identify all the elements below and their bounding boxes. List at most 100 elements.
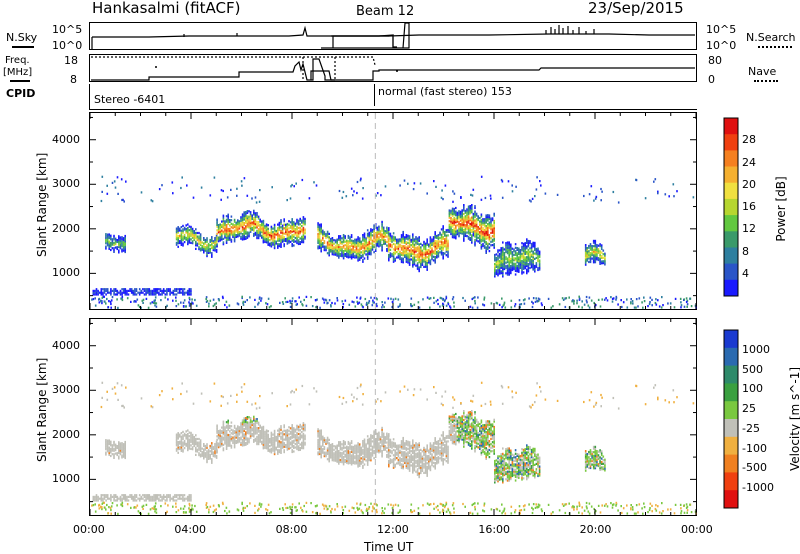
power-cell [426,240,428,243]
power-cell [498,254,501,257]
power-cell [336,251,338,254]
velocity-cell [296,426,298,429]
power-cell [514,246,517,249]
power-cell [91,298,93,301]
power-cell [145,293,147,296]
power-cell [595,195,598,198]
power-cell [506,264,509,267]
power-cell [550,306,553,309]
velocity-cell [243,419,245,422]
velocity-cell [317,444,319,447]
velocity-cell [179,442,181,445]
power-cell [488,218,491,221]
power-cell [510,272,512,275]
power-cell [526,257,528,261]
power-cell [182,244,184,247]
velocity-cell [203,443,205,446]
power-cell [408,260,411,263]
power-cell [493,223,495,226]
power-cell [588,244,590,248]
power-cell [281,226,284,229]
power-cell [362,246,364,249]
power-cell [488,216,491,219]
power-cell [416,258,419,261]
power-cell [249,214,252,217]
power-cell [328,299,331,302]
power-cell [253,211,255,214]
velocity-cell [243,429,245,432]
power-cell [461,225,463,228]
velocity-cell [358,448,361,451]
power-cell [238,220,241,223]
velocity-cell [374,455,377,458]
velocity-cell [338,457,340,460]
power-cell [243,232,245,235]
velocity-cell [281,441,284,444]
velocity-cell [317,435,319,438]
power-cell [521,254,523,257]
velocity-cell [388,433,390,436]
power-cell [437,235,440,238]
power-cell [206,239,208,242]
velocity-cell [358,443,361,446]
power-cell [480,220,483,223]
power-cell [130,300,132,303]
velocity-cell [259,431,261,434]
power-cell [320,241,322,244]
velocity-cell [302,440,305,443]
power-cell [230,219,233,222]
power-cell [508,262,510,265]
power-cell [388,246,390,249]
power-cell [589,243,592,246]
velocity-cell [257,435,260,439]
velocity-cell [360,450,363,453]
power-cell [188,234,191,237]
power-cell [527,254,530,257]
power-cell [360,303,363,306]
velocity-cell [261,431,263,434]
velocity-cell [270,447,273,450]
power-cell [209,194,212,197]
power-cell [407,236,409,239]
power-cell [538,263,541,266]
power-cell [342,251,345,254]
velocity-cell [203,448,205,451]
velocity-cell [256,426,258,430]
velocity-cell [301,431,303,434]
power-cell [358,242,361,245]
power-cell [529,256,531,259]
velocity-cell [374,454,377,457]
velocity-cell [299,443,301,446]
power-cell [206,253,208,256]
velocity-cell [302,432,305,435]
power-cell [342,253,345,256]
power-cell [121,236,123,239]
power-cell [526,261,528,264]
power-cell [298,296,300,299]
power-cell [444,241,446,244]
power-cell [400,237,403,240]
power-cell [299,223,301,226]
power-cell [498,270,501,273]
power-cell [285,238,287,241]
velocity-cell [368,443,371,446]
velocity-cell [322,449,324,453]
power-cell [434,259,436,262]
power-cell [597,244,600,247]
power-cell [488,234,491,237]
nsky-label: N.Sky [6,31,38,44]
power-cell [410,247,412,250]
power-cell [199,235,202,238]
power-cell [106,184,108,187]
power-cell [412,233,414,236]
power-cell [185,238,187,241]
power-cell [448,216,451,219]
power-cell [289,235,292,238]
power-cell [275,240,277,243]
power-cell [285,230,287,233]
power-cell [442,198,444,201]
power-cell [119,247,122,250]
power-cell [342,235,345,238]
velocity-cell [221,435,223,438]
velocity-cell [304,436,306,439]
